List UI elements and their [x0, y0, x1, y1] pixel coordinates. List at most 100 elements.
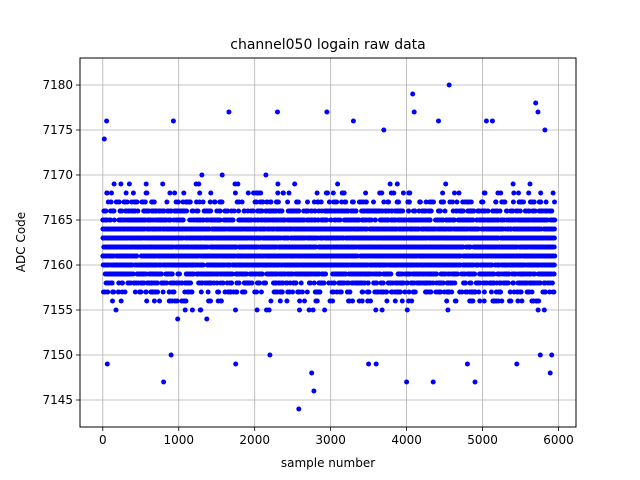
data-point: [386, 199, 392, 205]
data-point: [259, 208, 265, 214]
data-point: [123, 190, 129, 196]
data-point: [151, 199, 157, 205]
data-point: [135, 208, 141, 214]
data-point: [335, 181, 341, 187]
data-point: [107, 217, 113, 223]
data-point: [116, 199, 122, 205]
data-point: [208, 190, 214, 196]
data-point: [296, 208, 302, 214]
data-point: [326, 199, 332, 205]
data-point: [275, 199, 281, 205]
data-point: [197, 190, 203, 196]
data-point: [317, 289, 323, 295]
data-point: [322, 307, 328, 313]
data-point: [449, 289, 455, 295]
data-point: [427, 217, 433, 223]
data-point: [198, 307, 204, 313]
data-point: [110, 298, 115, 304]
data-point: [374, 280, 380, 286]
data-point: [275, 181, 281, 187]
data-point: [188, 280, 194, 286]
data-point: [292, 181, 298, 187]
data-point: [304, 289, 310, 295]
data-point: [337, 217, 343, 223]
data-point: [445, 307, 451, 313]
data-point: [388, 271, 394, 277]
data-point: [437, 208, 443, 214]
data-point: [174, 298, 180, 304]
data-point: [330, 190, 336, 196]
data-point: [379, 190, 385, 196]
data-point: [371, 199, 376, 205]
data-point: [199, 172, 205, 178]
data-point: [279, 289, 285, 295]
data-point: [217, 208, 223, 214]
data-point: [138, 289, 144, 295]
data-point: [122, 289, 128, 295]
data-point: [394, 181, 400, 187]
data-point: [260, 199, 266, 205]
data-point: [297, 307, 302, 313]
data-point: [368, 298, 373, 304]
data-point: [275, 190, 281, 196]
data-point: [350, 199, 356, 205]
data-point: [463, 280, 468, 286]
data-point: [234, 289, 240, 295]
data-point: [111, 289, 117, 295]
data-point: [258, 289, 264, 295]
data-point: [169, 271, 175, 277]
data-point: [257, 280, 262, 286]
data-point: [295, 199, 301, 205]
data-point: [196, 181, 202, 187]
data-point: [468, 280, 474, 286]
data-point: [232, 190, 238, 196]
data-point: [407, 190, 413, 196]
data-point: [438, 289, 444, 295]
data-point: [144, 298, 150, 304]
data-point: [412, 289, 418, 295]
data-point: [184, 208, 190, 214]
data-point: [396, 199, 402, 205]
data-point: [314, 298, 320, 304]
data-point: [164, 280, 170, 286]
data-point: [216, 289, 221, 295]
data-point: [154, 280, 160, 286]
data-point: [452, 190, 457, 196]
data-point: [428, 289, 434, 295]
data-point: [244, 271, 249, 277]
data-point: [470, 298, 476, 304]
data-point: [168, 208, 174, 214]
data-point: [116, 289, 121, 295]
data-point: [365, 280, 371, 286]
data-point: [290, 289, 296, 295]
data-point: [111, 208, 117, 214]
data-point: [285, 199, 291, 205]
data-point: [254, 307, 260, 313]
data-point: [225, 208, 231, 214]
data-point: [171, 289, 177, 295]
data-point: [118, 181, 124, 187]
data-point: [440, 190, 446, 196]
data-point: [441, 199, 447, 205]
data-point: [182, 307, 188, 313]
data-point: [406, 289, 412, 295]
data-point: [218, 298, 224, 304]
data-point: [263, 280, 268, 286]
data-point: [384, 298, 390, 304]
data-point: [268, 199, 274, 205]
data-point: [299, 289, 305, 295]
data-point: [167, 190, 173, 196]
data-point: [450, 199, 455, 205]
data-point: [200, 262, 206, 268]
data-point: [130, 190, 136, 196]
data-point: [142, 199, 148, 205]
data-point: [189, 307, 195, 313]
data-point: [157, 298, 162, 304]
data-point: [189, 289, 195, 295]
data-point: [341, 190, 347, 196]
data-point: [258, 190, 264, 196]
data-point: [302, 298, 307, 304]
data-point: [220, 280, 226, 286]
data-point: [314, 190, 320, 196]
data-point: [456, 190, 462, 196]
